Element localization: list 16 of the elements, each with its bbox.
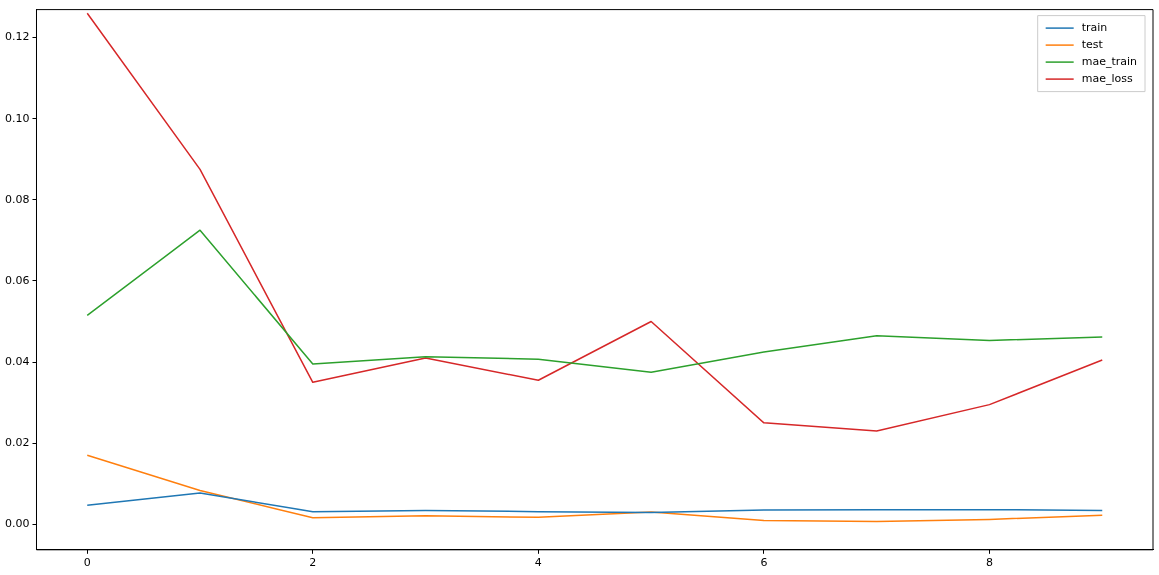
y-tick-label: 0.00: [4, 517, 30, 531]
x-tick-label: 8: [985, 556, 993, 570]
x-tick-label: 0: [83, 556, 91, 570]
x-tick-label: 2: [309, 556, 317, 570]
y-tick-label: 0.12: [4, 30, 30, 44]
y-tick-label: 0.02: [4, 436, 30, 449]
legend-label: mae_loss: [1081, 71, 1133, 85]
x-tick-label: 6: [760, 556, 768, 570]
y-tick-label: 0.06: [4, 273, 30, 287]
y-tick-label: 0.10: [4, 111, 30, 125]
legend-label: mae_train: [1081, 54, 1138, 68]
y-tick-label: 0.08: [4, 192, 30, 206]
y-tick-label: 0.04: [4, 354, 30, 368]
legend-label: test: [1081, 37, 1104, 51]
legend-label: train: [1081, 20, 1108, 34]
x-tick-label: 4: [534, 556, 542, 570]
